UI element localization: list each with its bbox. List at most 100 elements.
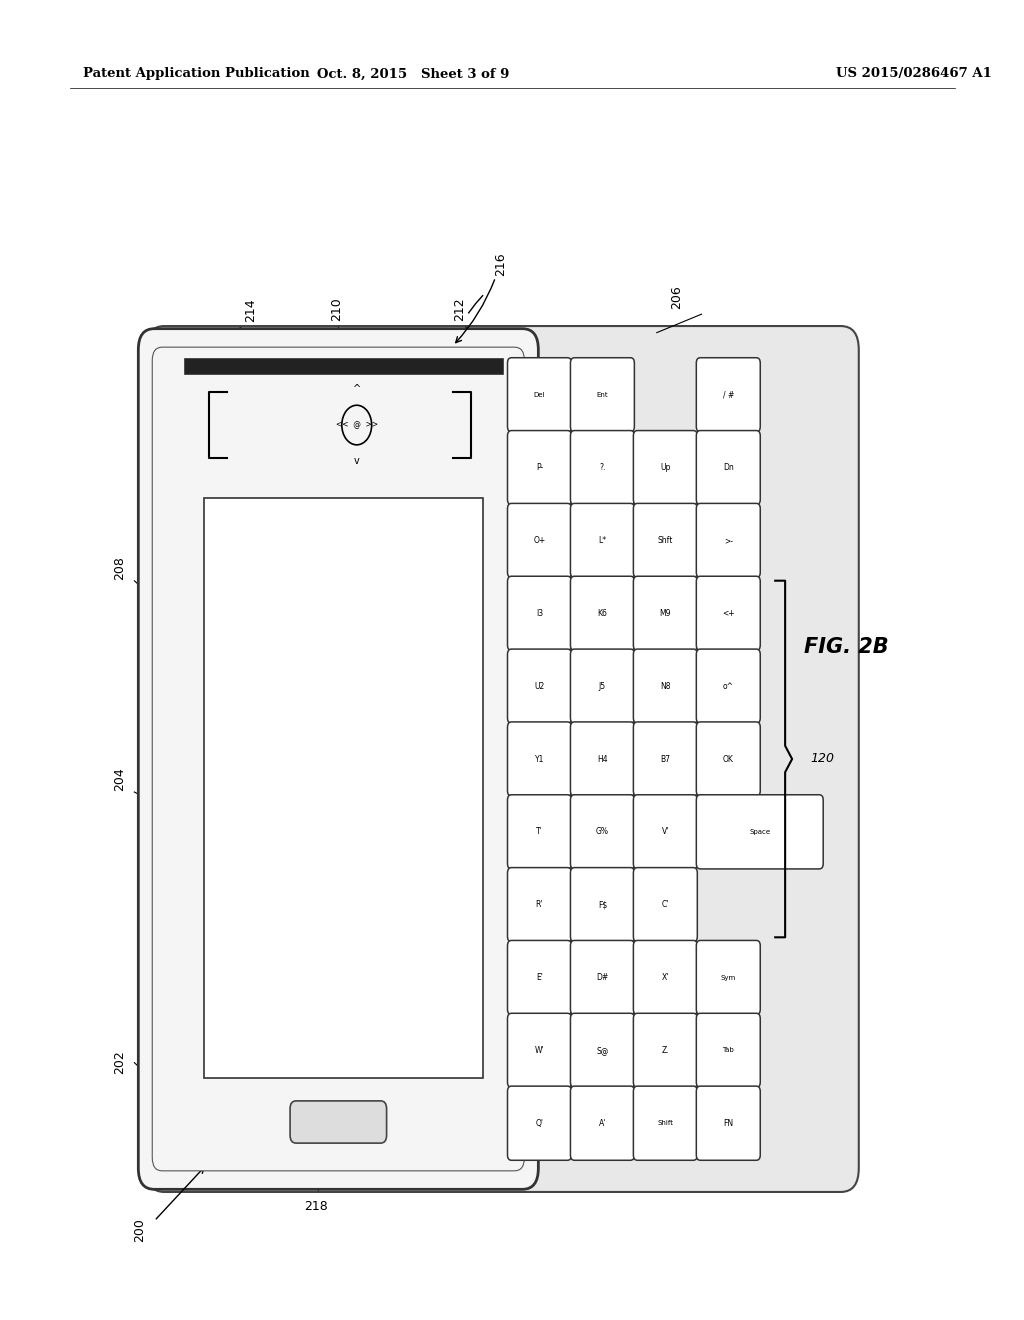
Text: Y1: Y1: [535, 755, 544, 763]
Text: V': V': [662, 828, 669, 837]
Text: Ent: Ent: [597, 392, 608, 397]
FancyBboxPatch shape: [290, 1101, 387, 1143]
FancyBboxPatch shape: [508, 722, 571, 796]
Text: FN: FN: [723, 1119, 733, 1127]
Text: K6: K6: [597, 609, 607, 618]
Text: Del: Del: [534, 392, 545, 397]
Text: US 2015/0286467 A1: US 2015/0286467 A1: [836, 67, 992, 81]
FancyBboxPatch shape: [570, 1086, 635, 1160]
Text: 200: 200: [133, 1218, 145, 1242]
Text: ^: ^: [352, 384, 360, 395]
Text: Q': Q': [536, 1119, 544, 1127]
Text: X': X': [662, 973, 669, 982]
Text: 208: 208: [113, 556, 126, 579]
FancyBboxPatch shape: [146, 326, 859, 1192]
Text: FIG. 2B: FIG. 2B: [804, 636, 888, 657]
Bar: [204, 498, 482, 1078]
FancyBboxPatch shape: [570, 430, 635, 504]
FancyBboxPatch shape: [696, 1086, 760, 1160]
Text: U2: U2: [535, 681, 545, 690]
Text: 120: 120: [810, 752, 834, 766]
FancyBboxPatch shape: [634, 867, 697, 941]
Text: 212: 212: [454, 297, 466, 321]
Text: 204: 204: [113, 767, 126, 791]
Text: o^: o^: [723, 681, 734, 690]
FancyBboxPatch shape: [508, 940, 571, 1015]
Text: E': E': [536, 973, 543, 982]
FancyBboxPatch shape: [508, 649, 571, 723]
FancyBboxPatch shape: [696, 1014, 760, 1088]
FancyBboxPatch shape: [696, 430, 760, 504]
FancyBboxPatch shape: [634, 722, 697, 796]
FancyBboxPatch shape: [634, 1014, 697, 1088]
Text: v: v: [354, 455, 359, 466]
Text: 218: 218: [304, 1200, 329, 1213]
FancyBboxPatch shape: [634, 795, 697, 869]
FancyBboxPatch shape: [696, 940, 760, 1015]
FancyBboxPatch shape: [634, 430, 697, 504]
Text: Shft: Shft: [657, 536, 673, 545]
FancyBboxPatch shape: [696, 503, 760, 578]
Text: Space: Space: [750, 829, 770, 834]
Text: 216: 216: [494, 252, 507, 276]
Text: G%: G%: [596, 828, 609, 837]
Text: <+: <+: [722, 609, 734, 618]
Bar: [184, 358, 503, 374]
Text: 202: 202: [113, 1051, 126, 1074]
FancyBboxPatch shape: [138, 329, 539, 1189]
Text: N8: N8: [660, 681, 671, 690]
Text: R': R': [536, 900, 543, 909]
FancyBboxPatch shape: [696, 722, 760, 796]
Text: L*: L*: [598, 536, 606, 545]
Text: C': C': [662, 900, 669, 909]
FancyBboxPatch shape: [508, 1086, 571, 1160]
Text: M9: M9: [659, 609, 671, 618]
FancyBboxPatch shape: [570, 577, 635, 651]
FancyBboxPatch shape: [570, 1014, 635, 1088]
FancyBboxPatch shape: [696, 577, 760, 651]
Text: O+: O+: [534, 536, 546, 545]
FancyBboxPatch shape: [570, 503, 635, 578]
FancyBboxPatch shape: [508, 358, 571, 432]
Text: Up: Up: [660, 463, 671, 473]
Text: D#: D#: [596, 973, 608, 982]
FancyBboxPatch shape: [508, 1014, 571, 1088]
FancyBboxPatch shape: [634, 577, 697, 651]
FancyBboxPatch shape: [634, 1086, 697, 1160]
Text: Shift: Shift: [657, 1121, 674, 1126]
FancyBboxPatch shape: [570, 795, 635, 869]
FancyBboxPatch shape: [634, 940, 697, 1015]
Text: W': W': [535, 1045, 545, 1055]
Text: Patent Application Publication: Patent Application Publication: [83, 67, 309, 81]
Text: / #: / #: [723, 391, 734, 400]
FancyBboxPatch shape: [570, 940, 635, 1015]
FancyBboxPatch shape: [570, 722, 635, 796]
Text: H4: H4: [597, 755, 607, 763]
FancyBboxPatch shape: [570, 358, 635, 432]
Text: 206: 206: [670, 285, 683, 309]
Text: T': T': [537, 828, 543, 837]
Text: Sym: Sym: [721, 974, 736, 981]
Text: <<  @  >>: << @ >>: [336, 421, 378, 429]
Text: 210: 210: [330, 297, 343, 321]
Text: Z.: Z.: [662, 1045, 669, 1055]
FancyBboxPatch shape: [508, 430, 571, 504]
Text: A': A': [599, 1119, 606, 1127]
Text: B7: B7: [660, 755, 671, 763]
FancyBboxPatch shape: [153, 347, 524, 1171]
Text: OK: OK: [723, 755, 734, 763]
FancyBboxPatch shape: [508, 867, 571, 941]
FancyBboxPatch shape: [696, 795, 823, 869]
Text: I3: I3: [536, 609, 543, 618]
Text: S@: S@: [596, 1045, 608, 1055]
FancyBboxPatch shape: [570, 649, 635, 723]
Text: ?.: ?.: [599, 463, 605, 473]
Text: 214: 214: [245, 298, 257, 322]
Text: Dn: Dn: [723, 463, 733, 473]
FancyBboxPatch shape: [696, 649, 760, 723]
FancyBboxPatch shape: [634, 503, 697, 578]
FancyBboxPatch shape: [570, 867, 635, 941]
FancyBboxPatch shape: [634, 649, 697, 723]
Text: >-: >-: [724, 536, 733, 545]
Text: J5: J5: [599, 681, 606, 690]
